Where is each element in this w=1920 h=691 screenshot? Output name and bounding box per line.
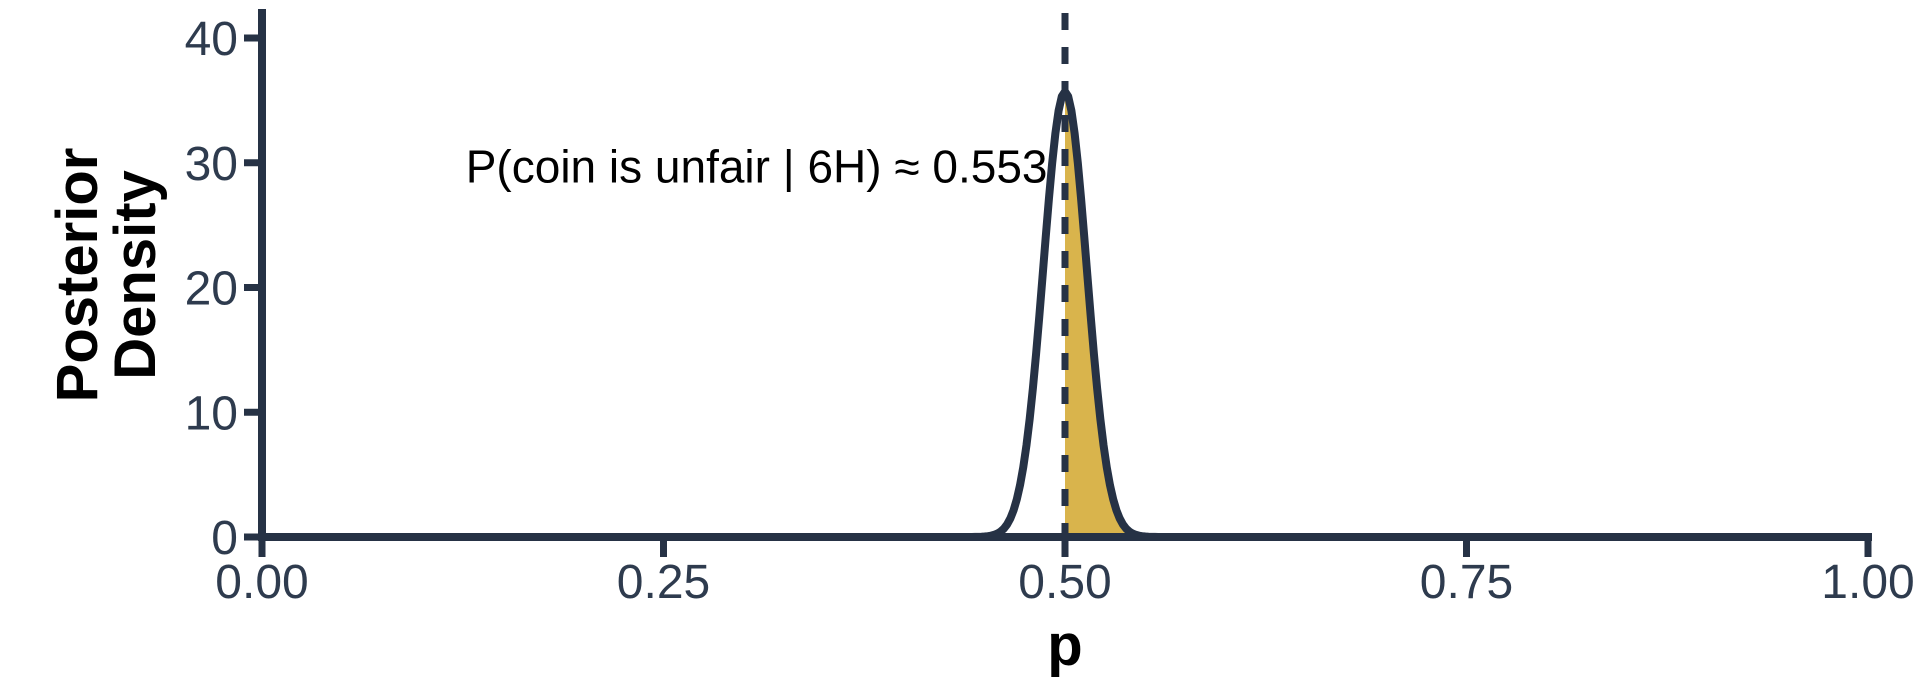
x-axis-title: p — [1047, 613, 1082, 678]
x-tick-label: 0.25 — [617, 556, 710, 609]
shaded-area-right-of-half — [1065, 91, 1217, 537]
y-axis-tick-labels: 0 10 20 30 40 — [185, 13, 238, 565]
x-tick-label: 0.50 — [1018, 556, 1111, 609]
x-tick-label: 0.75 — [1420, 556, 1513, 609]
x-tick-label: 0.00 — [215, 556, 308, 609]
x-axis-tick-labels: 0.00 0.25 0.50 0.75 1.00 — [215, 556, 1914, 609]
y-tick-label: 30 — [185, 138, 238, 191]
x-tick-label: 1.00 — [1821, 556, 1914, 609]
annotation-text: P(coin is unfair | 6H) ≈ 0.553 — [466, 140, 1048, 192]
y-axis-title: PosteriorDensity — [45, 148, 168, 403]
y-tick-label: 10 — [185, 387, 238, 440]
y-axis-ticks — [244, 34, 258, 541]
y-tick-label: 20 — [185, 263, 238, 316]
x-axis-ticks — [258, 541, 1872, 557]
axis-lines — [258, 9, 1872, 541]
y-tick-label: 0 — [211, 512, 238, 565]
y-axis-title-line1: Posterior — [45, 148, 110, 403]
y-axis-title-line2: Density — [103, 170, 168, 380]
y-tick-label: 40 — [185, 13, 238, 66]
